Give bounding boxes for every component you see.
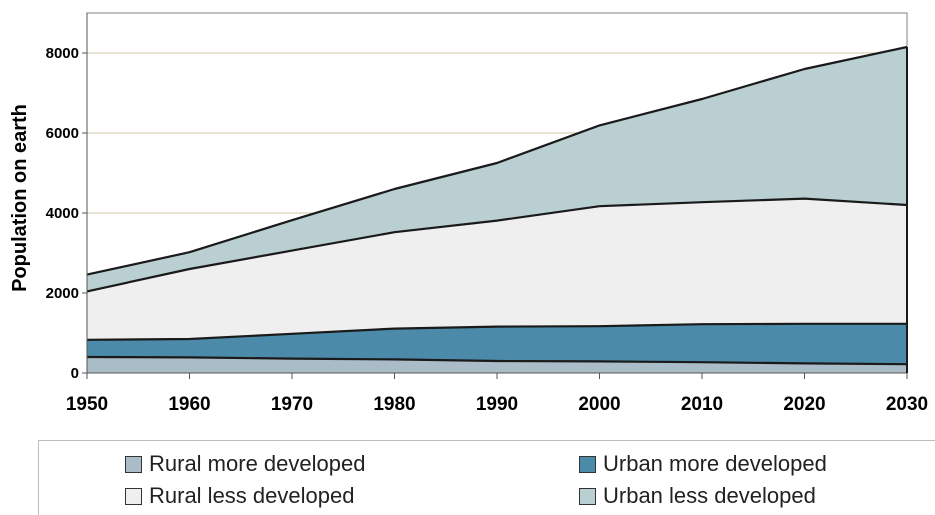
y-tick-label: 8000 — [46, 45, 79, 62]
area-rural-less-developed — [87, 198, 907, 340]
area-urban-less-developed — [87, 47, 907, 292]
x-tick-label: 1990 — [476, 394, 518, 415]
x-tick-label: 2030 — [886, 394, 928, 415]
legend-label: Urban more developed — [603, 451, 827, 476]
legend-label: Urban less developed — [603, 483, 816, 508]
series-line-rural-more-developed — [86, 355, 908, 366]
legend-item-rural-less: Rural less developed — [125, 483, 354, 509]
y-tick-label: 6000 — [46, 125, 79, 142]
x-tick-label: 1970 — [271, 394, 313, 415]
y-axis-label: Population on earth — [9, 104, 31, 292]
y-tick-label: 2000 — [46, 285, 79, 302]
legend-item-rural-more: Rural more developed — [125, 451, 365, 477]
x-tick-label: 2010 — [681, 394, 723, 415]
legend: Rural more developed Urban more develope… — [38, 440, 935, 515]
x-tick-label: 1960 — [168, 394, 210, 415]
series-lines — [86, 45, 908, 366]
y-tick-label: 4000 — [46, 205, 79, 222]
x-tick-label: 2000 — [578, 394, 620, 415]
legend-label: Rural more developed — [149, 451, 366, 476]
legend-swatch — [125, 487, 142, 505]
legend-label: Rural less developed — [149, 483, 355, 508]
area-rural-more-developed — [87, 357, 907, 373]
x-tick-label: 1980 — [373, 394, 415, 415]
y-tick-label: 0 — [71, 365, 79, 382]
y-tick-labels: 0 2000 4000 6000 8000 — [46, 45, 79, 382]
x-tick-labels: 1950 1960 1970 1980 1990 2000 2010 2020 2030 — [66, 394, 928, 415]
legend-swatch — [579, 455, 596, 473]
legend-swatch — [579, 487, 596, 505]
series-line-rural-less-developed — [86, 197, 908, 293]
x-tick-label: 2020 — [783, 394, 825, 415]
series-line-urban-more-developed — [86, 322, 907, 341]
legend-item-urban-less: Urban less developed — [579, 483, 816, 509]
legend-item-urban-more: Urban more developed — [579, 451, 827, 477]
stacked-area-chart: 0 2000 4000 6000 8000 1950 1960 1970 1980 1990 20… — [9, 12, 928, 415]
series-line-urban-less-developed — [86, 45, 908, 276]
legend-swatch — [125, 455, 142, 473]
x-tick-label: 1950 — [66, 394, 108, 415]
axes — [82, 13, 908, 379]
